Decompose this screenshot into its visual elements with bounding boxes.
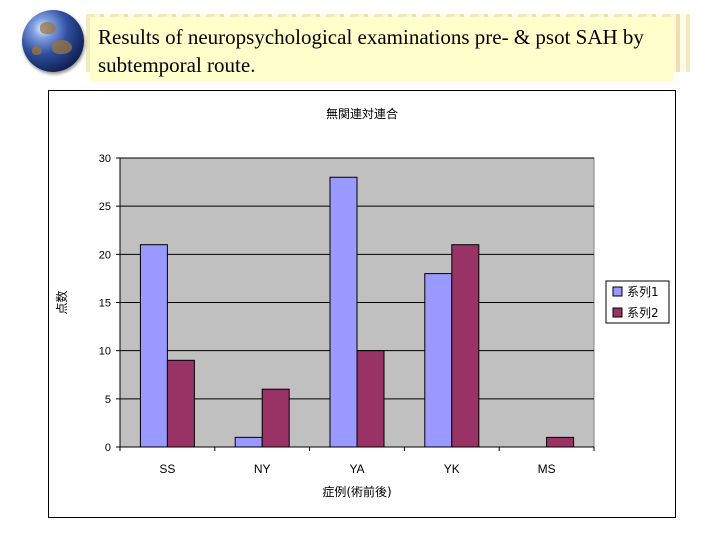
legend-swatch-series2 xyxy=(612,307,623,318)
chart-title: 無関連対連合 xyxy=(326,106,398,121)
y-tick-label: 25 xyxy=(99,201,111,213)
legend-label-series2: 系列2 xyxy=(627,306,659,320)
globe-icon xyxy=(22,10,84,72)
y-tick-label: 5 xyxy=(105,394,111,406)
x-tick-label: MS xyxy=(538,462,556,476)
x-tick-label: YK xyxy=(444,462,460,476)
legend-swatch-series1 xyxy=(612,286,623,297)
y-axis-label: 点数 xyxy=(54,290,69,314)
y-tick-label: 30 xyxy=(99,153,111,165)
bar-chart: 無関連対連合 0 5 10 15 20 25 30 SS NY YA YK MS 症例(術前後) 点数 系列1… xyxy=(54,106,670,499)
y-tick-label: 20 xyxy=(99,249,111,261)
x-tick-label: SS xyxy=(159,462,175,476)
bar-series1-ny xyxy=(234,436,263,448)
bar-series2-yk xyxy=(451,244,480,448)
legend-label-series1: 系列1 xyxy=(627,285,659,299)
y-tick-label: 15 xyxy=(99,298,111,310)
bar-series2-ms xyxy=(546,436,575,448)
chart-area: 無関連対連合 0 5 10 15 20 25 30 SS NY YA YK MS 症例(術前後) 点数 系列1… xyxy=(48,90,676,518)
bar-series2-ss xyxy=(166,359,195,448)
bar-series1-yk xyxy=(424,273,453,448)
x-tick-label: NY xyxy=(254,462,271,476)
bar-series1-ss xyxy=(139,244,168,448)
bar-series2-ny xyxy=(261,388,290,448)
x-axis-label: 症例(術前後) xyxy=(322,484,391,499)
slide-title: Results of neuropsychological examinatio… xyxy=(98,25,644,77)
bar-series1-ya xyxy=(329,176,358,448)
slide-title-box: Results of neuropsychological examinatio… xyxy=(90,17,674,81)
y-tick-label: 0 xyxy=(105,442,111,454)
x-tick-label: YA xyxy=(349,462,364,476)
bar-series2-ya xyxy=(356,350,385,448)
y-tick-label: 10 xyxy=(99,346,111,358)
